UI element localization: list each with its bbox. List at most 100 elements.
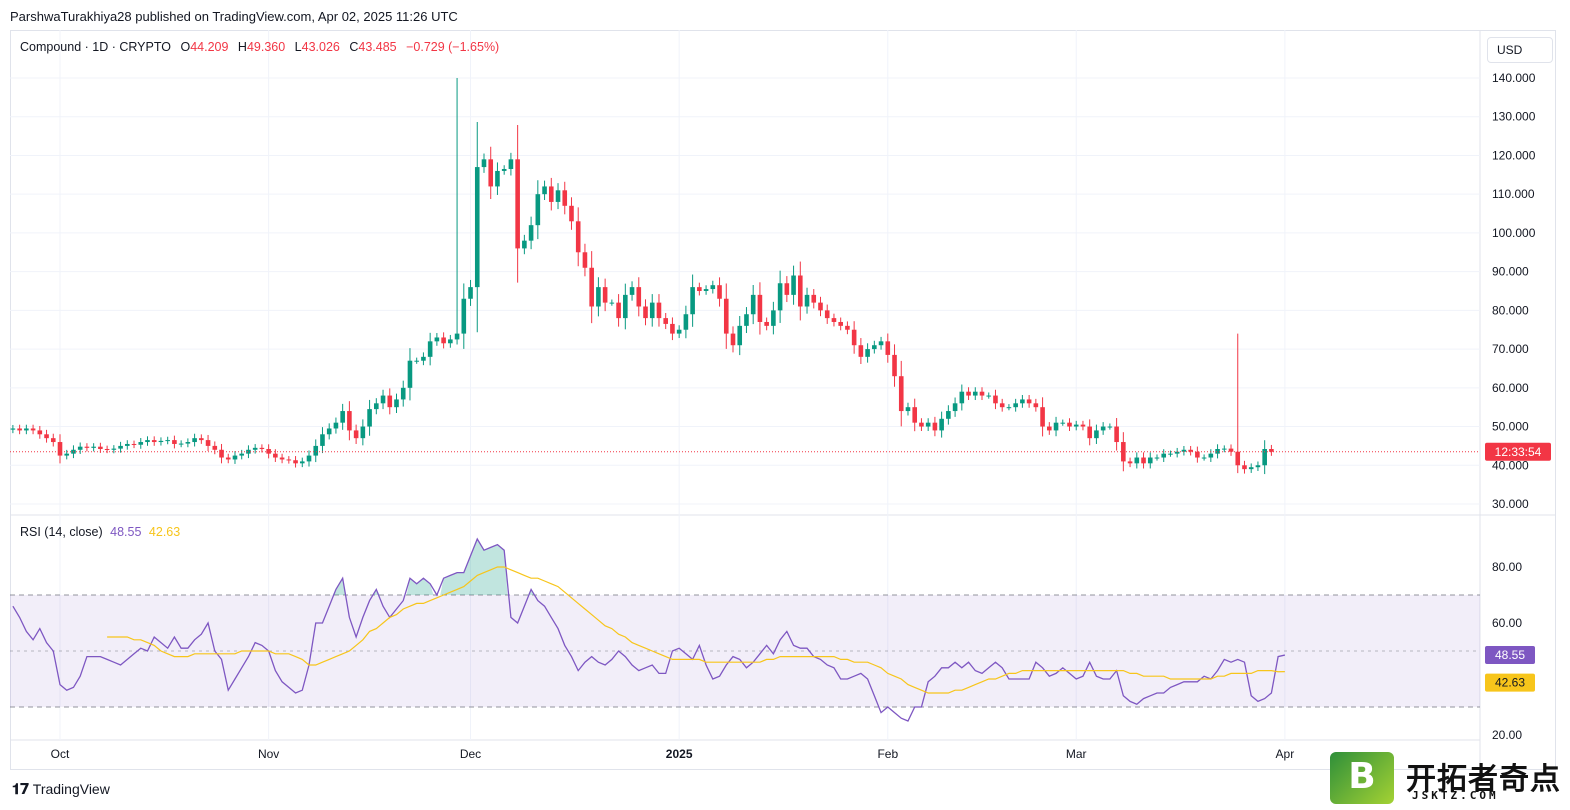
candle-body bbox=[999, 403, 1005, 408]
candle-body bbox=[979, 391, 985, 396]
candle-body bbox=[993, 395, 998, 404]
x-tick-label: Dec bbox=[460, 747, 481, 761]
candle-body bbox=[1013, 403, 1018, 408]
currency-button[interactable]: USD bbox=[1487, 37, 1553, 63]
candle-body bbox=[858, 345, 864, 357]
candle-body bbox=[158, 440, 164, 443]
candle-body bbox=[30, 428, 36, 431]
candle-body bbox=[474, 167, 480, 288]
candle-body bbox=[360, 426, 366, 439]
candle-body bbox=[555, 190, 561, 202]
candle-body bbox=[367, 409, 372, 427]
candle-body bbox=[1067, 422, 1072, 427]
candle-body bbox=[299, 461, 305, 464]
candle-body bbox=[885, 341, 891, 355]
candle-body bbox=[663, 318, 668, 324]
candle-body bbox=[172, 440, 177, 444]
candle-body bbox=[824, 310, 830, 319]
candle-body bbox=[17, 428, 22, 431]
candle-body bbox=[145, 440, 150, 443]
x-tick-label: Mar bbox=[1066, 747, 1087, 761]
candle-body bbox=[151, 440, 157, 443]
candle-body bbox=[589, 267, 594, 307]
candle-body bbox=[1255, 465, 1261, 468]
candle-body bbox=[905, 407, 911, 412]
candle-body bbox=[898, 376, 904, 412]
candle-body bbox=[293, 460, 298, 464]
rsi-label[interactable]: RSI (14, close) bbox=[20, 525, 103, 539]
candle-body bbox=[811, 294, 817, 303]
candle-body bbox=[535, 194, 541, 226]
candle-body bbox=[1188, 449, 1193, 452]
candle-body bbox=[1060, 422, 1066, 424]
price-tick-label: 100.000 bbox=[1492, 226, 1536, 240]
watermark-badge: B 开拓者奇点 JSKTZ.COM bbox=[1330, 752, 1566, 806]
candle-body bbox=[972, 391, 978, 396]
candle-body bbox=[690, 287, 695, 315]
rsi-tick-label: 20.00 bbox=[1492, 728, 1522, 742]
candle-body bbox=[791, 275, 796, 295]
candle-body bbox=[1033, 403, 1039, 408]
candle-body bbox=[199, 438, 204, 441]
candle-body bbox=[1006, 407, 1012, 409]
candle-body bbox=[37, 430, 43, 435]
change-value: −0.729 (−1.65%) bbox=[406, 40, 500, 54]
candle-body bbox=[1262, 449, 1267, 466]
candle-body bbox=[1080, 424, 1086, 427]
candle-body bbox=[326, 428, 332, 435]
rsi-tick-label: 80.00 bbox=[1492, 560, 1522, 574]
candle-body bbox=[1141, 457, 1146, 464]
candle-body bbox=[44, 434, 49, 439]
candle-body bbox=[602, 287, 608, 303]
x-tick-label: Feb bbox=[877, 747, 898, 761]
price-tick-label: 60.000 bbox=[1492, 381, 1529, 395]
candle-body bbox=[448, 339, 453, 344]
candle-body bbox=[1161, 453, 1167, 458]
x-tick-label: Oct bbox=[51, 747, 70, 761]
low-key: L bbox=[294, 40, 302, 54]
x-tick-label: Nov bbox=[258, 747, 279, 761]
price-tick-label: 70.000 bbox=[1492, 342, 1529, 356]
candle-body bbox=[306, 455, 312, 462]
candle-body bbox=[582, 252, 588, 268]
candle-body bbox=[703, 289, 709, 291]
candle-body bbox=[717, 285, 722, 299]
candle-body bbox=[111, 448, 117, 450]
candle-body bbox=[676, 329, 682, 334]
candle-body bbox=[1235, 451, 1241, 466]
candle-body bbox=[636, 287, 642, 307]
candle-body bbox=[952, 403, 958, 412]
rsi-overbought-fill bbox=[440, 539, 508, 595]
symbol-label[interactable]: Compound · 1D · CRYPTO bbox=[20, 40, 171, 54]
candle-body bbox=[98, 446, 103, 450]
candle-body bbox=[892, 354, 897, 377]
candle-body bbox=[508, 159, 514, 170]
tradingview-brand: TradingView bbox=[32, 781, 110, 797]
candle-body bbox=[575, 221, 581, 253]
candle-body bbox=[670, 323, 675, 334]
candle-body bbox=[1221, 448, 1227, 450]
candle-body bbox=[1040, 407, 1045, 427]
candle-body bbox=[542, 186, 547, 195]
candle-body bbox=[1168, 453, 1173, 455]
candle-body bbox=[461, 298, 467, 334]
price-tick-label: 50.000 bbox=[1492, 420, 1529, 434]
candle-body bbox=[939, 418, 944, 431]
candle-body bbox=[777, 283, 783, 311]
candle-body bbox=[1154, 457, 1160, 459]
candle-body bbox=[629, 287, 635, 295]
candle-body bbox=[757, 294, 763, 322]
candle-body bbox=[165, 440, 170, 442]
rsi-tick-label: 60.00 bbox=[1492, 616, 1522, 630]
candle-body bbox=[818, 302, 823, 311]
candle-body bbox=[1248, 467, 1254, 470]
candle-body bbox=[528, 225, 534, 241]
candle-body bbox=[522, 240, 527, 249]
candle-body bbox=[1269, 449, 1274, 452]
candle-body bbox=[246, 449, 251, 454]
candle-body bbox=[64, 453, 70, 456]
tradingview-footer[interactable]: 𝟏𝟳 TradingView bbox=[12, 780, 110, 798]
candle-body bbox=[649, 302, 655, 319]
candle-body bbox=[798, 275, 803, 307]
